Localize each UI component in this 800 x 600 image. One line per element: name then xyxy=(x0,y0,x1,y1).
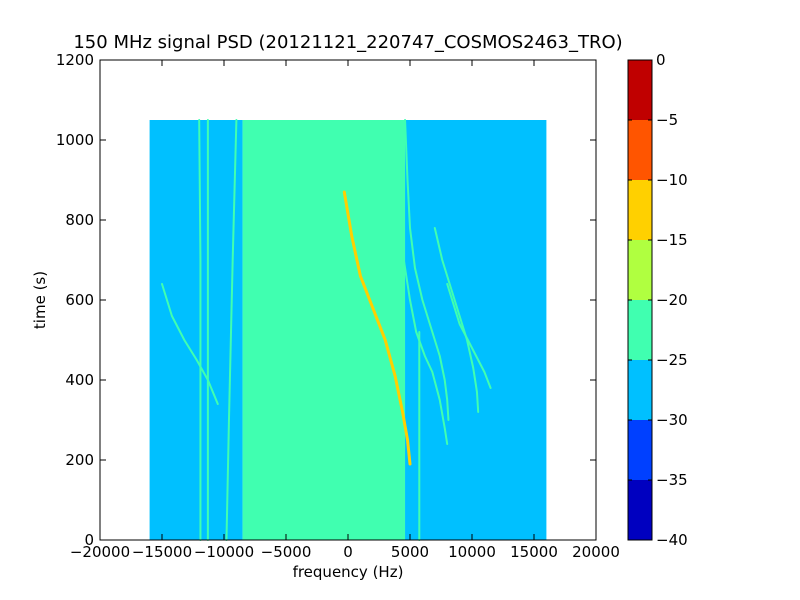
x-tick-label: 0 xyxy=(343,543,353,561)
signal-trace xyxy=(198,119,202,541)
colorbar-level xyxy=(628,120,652,180)
signal-trace xyxy=(318,339,335,397)
y-tick-label: 400 xyxy=(65,371,94,389)
signal-trace xyxy=(433,227,480,413)
signal-trace xyxy=(347,343,364,385)
colorbar-tick-label: −20 xyxy=(656,291,688,309)
x-tick-label: 5000 xyxy=(391,543,429,561)
x-tick-label: −20000 xyxy=(70,543,130,561)
colorbar-level xyxy=(628,60,652,120)
colorbar-tick-label: −30 xyxy=(656,411,688,429)
y-axis-label: time (s) xyxy=(31,271,49,329)
colorbar-tick-label: −40 xyxy=(656,531,688,549)
colorbar-tick-label: 0 xyxy=(656,51,666,69)
x-tick-label: 15000 xyxy=(510,543,558,561)
y-tick-label: 600 xyxy=(65,291,94,309)
heatmap-region xyxy=(242,120,406,540)
x-tick-label: −10000 xyxy=(194,543,254,561)
y-tick-label: 1000 xyxy=(56,131,94,149)
colorbar-ticks: 0 −5 −10 −15 −20 −25 −30 −35 −40 xyxy=(628,51,688,549)
colorbar-level xyxy=(628,480,652,540)
colorbar-level xyxy=(628,240,652,300)
x-tick-label: 20000 xyxy=(572,543,620,561)
signal-trace xyxy=(225,119,238,541)
x-axis-label: frequency (Hz) xyxy=(293,563,404,581)
signal-trace xyxy=(446,283,492,389)
colorbar-tick-label: −10 xyxy=(656,171,688,189)
psd-heatmap xyxy=(149,120,547,540)
colorbar-levels xyxy=(628,60,652,540)
colorbar: 0 −5 −10 −15 −20 −25 −30 −35 −40 xyxy=(627,51,688,549)
x-axis-ticks: −20000 −15000 −10000 −5000 0 5000 10000 15000 20… xyxy=(70,60,620,561)
x-tick-label: −15000 xyxy=(132,543,192,561)
signal-trace xyxy=(404,119,450,421)
colorbar-tick-label: −15 xyxy=(656,231,688,249)
x-tick-label: 10000 xyxy=(448,543,496,561)
y-tick-label: 1200 xyxy=(56,51,94,69)
signal-trace xyxy=(401,251,449,445)
colorbar-tick-label: −25 xyxy=(656,351,688,369)
colorbar-tick-label: −5 xyxy=(656,111,678,129)
signal-trace xyxy=(342,190,412,466)
chart-title: 150 MHz signal PSD (20121121_220747_COSM… xyxy=(73,32,622,53)
signal-trace xyxy=(161,283,219,405)
colorbar-level xyxy=(628,360,652,420)
colorbar-level xyxy=(628,420,652,480)
heatmap-region xyxy=(405,120,547,540)
colorbar-level xyxy=(628,300,652,360)
y-tick-label: 200 xyxy=(65,451,94,469)
plot-area: −20000 −15000 −10000 −5000 0 5000 10000 15000 20… xyxy=(56,51,620,561)
colorbar-level xyxy=(628,180,652,240)
signal-traces xyxy=(161,119,492,541)
y-tick-label: 800 xyxy=(65,211,94,229)
y-tick-label: 0 xyxy=(84,531,94,549)
colorbar-tick-label: −35 xyxy=(656,471,688,489)
x-tick-label: −5000 xyxy=(261,543,312,561)
y-axis-ticks: 0 200 400 600 800 1000 1200 xyxy=(56,51,596,549)
